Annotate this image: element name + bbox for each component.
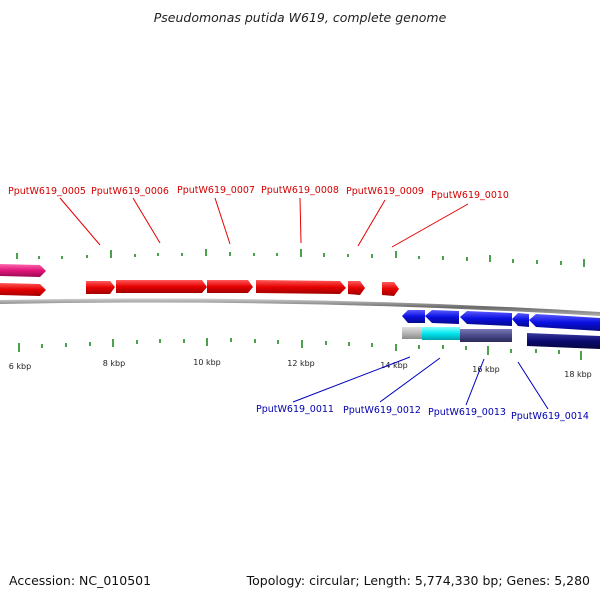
outer-tick-marks (16, 249, 585, 267)
kbp-scale-labels: 6 kbp 8 kbp 10 kbp 12 kbp 14 kbp 16 kbp … (9, 358, 592, 379)
map-title: Pseudomonas putida W619, complete genome (154, 10, 447, 25)
reverse-gene-labels: PputW619_0011 PputW619_0012 PputW619_001… (256, 356, 589, 422)
gene-block-gray[interactable] (402, 327, 422, 339)
kbp-label: 8 kbp (103, 359, 125, 368)
gene-arrow[interactable] (256, 280, 346, 294)
accession-text: Accession: NC_010501 (9, 573, 151, 588)
gene-label-reverse[interactable]: PputW619_0014 (511, 411, 589, 422)
gene-arrow-reverse[interactable] (402, 310, 425, 323)
gene-arrow-reverse[interactable] (460, 311, 512, 326)
gene-block-slate[interactable] (460, 329, 512, 342)
gene-block-cyan[interactable] (422, 327, 460, 340)
gene-label-forward[interactable]: PputW619_0007 (177, 185, 255, 196)
reverse-strand-genes (402, 310, 600, 349)
kbp-label: 6 kbp (9, 362, 31, 371)
gene-arrow[interactable] (348, 281, 365, 295)
gene-arrow-reverse[interactable] (529, 314, 600, 331)
kbp-label: 14 kbp (380, 361, 408, 370)
kbp-label: 12 kbp (287, 359, 315, 368)
kbp-label: 16 kbp (472, 365, 500, 374)
gene-block-navy[interactable] (527, 333, 600, 349)
gene-label-forward[interactable]: PputW619_0009 (346, 186, 424, 197)
gene-label-reverse[interactable]: PputW619_0013 (428, 407, 506, 418)
forward-strand-genes (0, 264, 399, 296)
genome-backbone (0, 298, 600, 316)
gene-arrow[interactable] (207, 280, 253, 293)
gene-arrow[interactable] (116, 280, 207, 293)
gene-label-forward[interactable]: PputW619_0008 (261, 185, 339, 196)
gene-arrow[interactable] (86, 281, 115, 294)
gene-arrow[interactable] (382, 282, 399, 296)
gene-arrow-reverse[interactable] (512, 313, 529, 327)
kbp-label: 10 kbp (193, 358, 221, 367)
gene-arrow-partial[interactable] (0, 264, 46, 277)
gene-label-reverse[interactable]: PputW619_0011 (256, 404, 334, 415)
gene-arrow[interactable] (0, 283, 46, 296)
genome-summary-text: Topology: circular; Length: 5,774,330 bp… (246, 573, 590, 588)
kbp-label: 18 kbp (564, 370, 592, 379)
gene-label-reverse[interactable]: PputW619_0012 (343, 405, 421, 416)
forward-gene-labels: PputW619_0005 PputW619_0006 PputW619_000… (8, 185, 509, 248)
gene-label-forward[interactable]: PputW619_0005 (8, 186, 86, 197)
gene-label-forward[interactable]: PputW619_0006 (91, 186, 169, 197)
gene-label-forward[interactable]: PputW619_0010 (431, 190, 509, 201)
inner-tick-marks (18, 338, 582, 360)
gene-arrow-reverse[interactable] (425, 310, 459, 324)
